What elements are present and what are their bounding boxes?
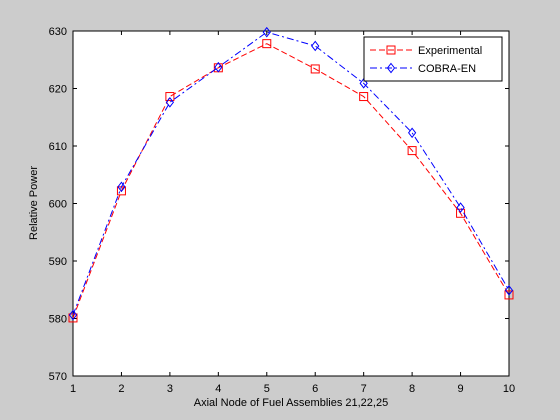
legend-marker-cobra-en <box>386 62 396 74</box>
data-point-experimental <box>407 146 417 156</box>
x-tick-label: 8 <box>409 383 415 395</box>
data-point-experimental <box>165 92 175 102</box>
data-point-cobra-en <box>504 285 514 296</box>
plot-area <box>72 30 510 377</box>
y-tick-label: 600 <box>49 199 67 211</box>
x-tick-label: 7 <box>361 383 367 395</box>
y-tick-label: 620 <box>49 84 67 96</box>
x-tick-label: 1 <box>70 383 76 395</box>
y-tick-label: 580 <box>49 314 67 326</box>
x-axis-ticks: 1 2 3 4 5 6 7 8 9 10 <box>70 31 515 395</box>
x-tick-label: 2 <box>118 383 124 395</box>
legend-label-experimental: Experimental <box>418 45 482 57</box>
data-point-cobra-en <box>68 309 78 321</box>
legend-label-cobra-en: COBRA-EN <box>418 63 476 75</box>
legend-marker-experimental <box>386 45 396 55</box>
series-line-cobra-en <box>72 31 510 316</box>
y-tick-label: 630 <box>49 26 67 38</box>
x-tick-label: 4 <box>215 383 221 395</box>
data-point-cobra-en <box>165 96 175 108</box>
legend: Experimental COBRA-EN <box>363 36 503 82</box>
data-point-cobra-en <box>311 40 320 52</box>
data-point-cobra-en <box>117 181 126 193</box>
data-point-experimental <box>504 290 514 300</box>
x-tick-label: 6 <box>312 383 318 395</box>
series-layer <box>68 26 514 323</box>
data-point-cobra-en <box>262 26 271 38</box>
data-point-experimental <box>310 64 320 74</box>
legend-box <box>363 36 503 82</box>
y-axis-label: Relative Power <box>28 166 40 240</box>
y-axis-ticks: 570 580 590 600 610 620 630 <box>49 26 509 383</box>
y-tick-label: 610 <box>49 141 67 153</box>
data-point-experimental <box>456 208 466 218</box>
data-point-cobra-en <box>456 202 465 213</box>
data-point-experimental <box>262 39 272 49</box>
data-point-experimental <box>359 92 369 102</box>
x-tick-label: 10 <box>503 383 515 395</box>
x-axis-label: Axial Node of Fuel Assemblies 21,22,25 <box>194 397 388 409</box>
x-tick-label: 9 <box>457 383 463 395</box>
x-tick-label: 5 <box>264 383 270 395</box>
y-tick-label: 590 <box>49 256 67 268</box>
x-tick-label: 3 <box>167 383 173 395</box>
y-tick-label: 570 <box>49 371 67 383</box>
data-point-cobra-en <box>359 78 368 89</box>
data-point-cobra-en <box>214 61 223 73</box>
data-point-cobra-en <box>407 127 417 139</box>
